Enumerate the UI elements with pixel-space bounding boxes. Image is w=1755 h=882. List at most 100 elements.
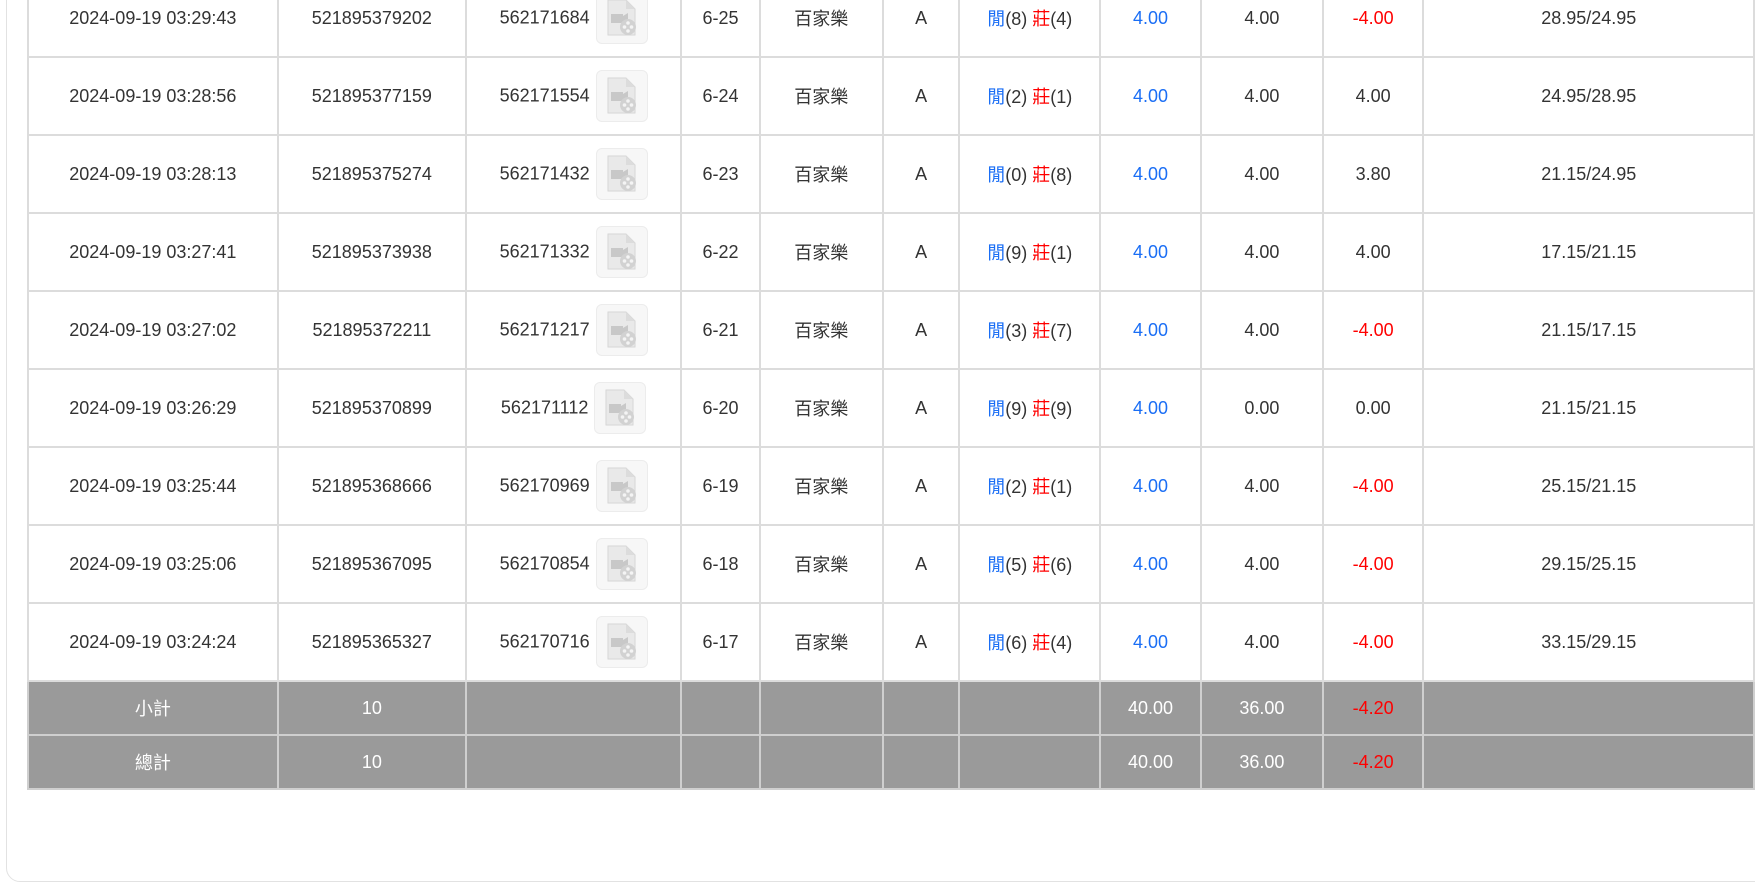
balance: 28.95/24.95 bbox=[1422, 0, 1755, 58]
win-loss: -4.00 bbox=[1321, 446, 1425, 526]
subtotal-count: 10 bbox=[276, 680, 467, 736]
banker-label: 莊 bbox=[1032, 633, 1051, 653]
bet-time: 2024-09-19 03:27:41 bbox=[27, 212, 279, 292]
bet-id: 521895368666 bbox=[276, 446, 467, 526]
bet-time: 2024-09-19 03:27:02 bbox=[27, 290, 279, 370]
table-row: 2024-09-19 03:28:13 521895375274 562171432… bbox=[27, 134, 1755, 214]
valid-bet: 4.00 bbox=[1199, 446, 1324, 526]
banker-label: 莊 bbox=[1032, 9, 1051, 29]
player-points: (2) bbox=[1005, 87, 1028, 107]
round-id-cell: 562171217 bbox=[464, 290, 683, 370]
round-id: 562170716 bbox=[499, 631, 590, 652]
table-name: A bbox=[881, 56, 961, 136]
round-id-cell: 562171332 bbox=[464, 212, 683, 292]
bet-amount[interactable]: 4.00 bbox=[1099, 446, 1202, 526]
table-row: 2024-09-19 03:27:02 521895372211 562171217… bbox=[27, 290, 1755, 370]
player-label: 閒 bbox=[987, 399, 1006, 419]
video-file-icon[interactable] bbox=[595, 616, 648, 668]
subtotal-win: -4.20 bbox=[1321, 680, 1425, 736]
shoe-round: 6-17 bbox=[680, 602, 761, 682]
table-name: A bbox=[881, 368, 961, 448]
bet-records-table-wrap: 2024-09-19 03:29:43 521895379202 562171684… bbox=[27, 0, 1755, 790]
bet-id: 521895375274 bbox=[276, 134, 467, 214]
result-cell: 閒(9) 莊(1) bbox=[958, 212, 1102, 292]
player-points: (0) bbox=[1005, 165, 1028, 185]
video-file-icon[interactable] bbox=[595, 148, 648, 200]
win-loss: 4.00 bbox=[1321, 56, 1425, 136]
video-file-icon[interactable] bbox=[595, 0, 648, 44]
game-name: 百家樂 bbox=[758, 0, 884, 58]
player-points: (3) bbox=[1005, 321, 1028, 341]
bet-amount[interactable]: 4.00 bbox=[1099, 212, 1202, 292]
banker-label: 莊 bbox=[1032, 555, 1051, 575]
result-cell: 閒(5) 莊(6) bbox=[958, 524, 1102, 604]
banker-points: (9) bbox=[1050, 399, 1073, 419]
bet-time: 2024-09-19 03:29:43 bbox=[27, 0, 279, 58]
valid-bet: 4.00 bbox=[1199, 212, 1324, 292]
player-points: (9) bbox=[1005, 399, 1028, 419]
bet-id: 521895379202 bbox=[276, 0, 467, 58]
bet-amount[interactable]: 4.00 bbox=[1099, 134, 1202, 214]
player-label: 閒 bbox=[987, 321, 1006, 341]
bet-amount[interactable]: 4.00 bbox=[1099, 56, 1202, 136]
video-file-icon[interactable] bbox=[595, 226, 648, 278]
round-id: 562171332 bbox=[499, 241, 590, 262]
video-file-icon[interactable] bbox=[595, 538, 648, 590]
player-label: 閒 bbox=[987, 243, 1006, 263]
valid-bet: 4.00 bbox=[1199, 524, 1324, 604]
balance: 33.15/29.15 bbox=[1422, 602, 1755, 682]
table-row: 2024-09-19 03:25:06 521895367095 562170854… bbox=[27, 524, 1755, 604]
bet-amount[interactable]: 4.00 bbox=[1099, 602, 1202, 682]
banker-label: 莊 bbox=[1032, 399, 1051, 419]
valid-bet: 4.00 bbox=[1199, 0, 1324, 58]
round-id: 562170969 bbox=[499, 475, 590, 496]
bet-amount[interactable]: 4.00 bbox=[1099, 0, 1202, 58]
table-name: A bbox=[881, 0, 961, 58]
result-cell: 閒(0) 莊(8) bbox=[958, 134, 1102, 214]
table-name: A bbox=[881, 212, 961, 292]
bet-id: 521895372211 bbox=[276, 290, 467, 370]
table-row: 2024-09-19 03:25:44 521895368666 562170969… bbox=[27, 446, 1755, 526]
round-id: 562170854 bbox=[499, 553, 590, 574]
game-name: 百家樂 bbox=[758, 368, 884, 448]
shoe-round: 6-25 bbox=[680, 0, 761, 58]
subtotal-valid: 36.00 bbox=[1199, 680, 1324, 736]
round-id-cell: 562171112 bbox=[464, 368, 683, 448]
balance: 21.15/21.15 bbox=[1422, 368, 1755, 448]
total-label: 總計 bbox=[27, 734, 279, 790]
bet-amount[interactable]: 4.00 bbox=[1099, 524, 1202, 604]
video-file-icon[interactable] bbox=[595, 304, 648, 356]
bet-id: 521895367095 bbox=[276, 524, 467, 604]
total-valid: 36.00 bbox=[1199, 734, 1324, 790]
game-name: 百家樂 bbox=[758, 134, 884, 214]
shoe-round: 6-24 bbox=[680, 56, 761, 136]
banker-label: 莊 bbox=[1032, 165, 1051, 185]
player-label: 閒 bbox=[987, 555, 1006, 575]
result-cell: 閒(8) 莊(4) bbox=[958, 0, 1102, 58]
bet-amount[interactable]: 4.00 bbox=[1099, 368, 1202, 448]
win-loss: -4.00 bbox=[1321, 0, 1425, 58]
video-file-icon[interactable] bbox=[595, 70, 648, 122]
game-name: 百家樂 bbox=[758, 446, 884, 526]
bet-amount[interactable]: 4.00 bbox=[1099, 290, 1202, 370]
banker-label: 莊 bbox=[1032, 321, 1051, 341]
win-loss: 0.00 bbox=[1321, 368, 1425, 448]
round-id: 562171554 bbox=[499, 85, 590, 106]
round-id: 562171112 bbox=[500, 397, 589, 418]
bet-time: 2024-09-19 03:25:06 bbox=[27, 524, 279, 604]
video-file-icon[interactable] bbox=[594, 382, 647, 434]
valid-bet: 0.00 bbox=[1199, 368, 1324, 448]
player-label: 閒 bbox=[987, 165, 1006, 185]
round-id: 562171217 bbox=[499, 319, 590, 340]
video-file-icon[interactable] bbox=[595, 460, 648, 512]
round-id-cell: 562170716 bbox=[464, 602, 683, 682]
round-id-cell: 562170854 bbox=[464, 524, 683, 604]
result-cell: 閒(6) 莊(4) bbox=[958, 602, 1102, 682]
total-win: -4.20 bbox=[1321, 734, 1425, 790]
table-name: A bbox=[881, 134, 961, 214]
bet-id: 521895370899 bbox=[276, 368, 467, 448]
valid-bet: 4.00 bbox=[1199, 56, 1324, 136]
round-id-cell: 562171684 bbox=[464, 0, 683, 58]
banker-label: 莊 bbox=[1032, 477, 1051, 497]
table-name: A bbox=[881, 446, 961, 526]
